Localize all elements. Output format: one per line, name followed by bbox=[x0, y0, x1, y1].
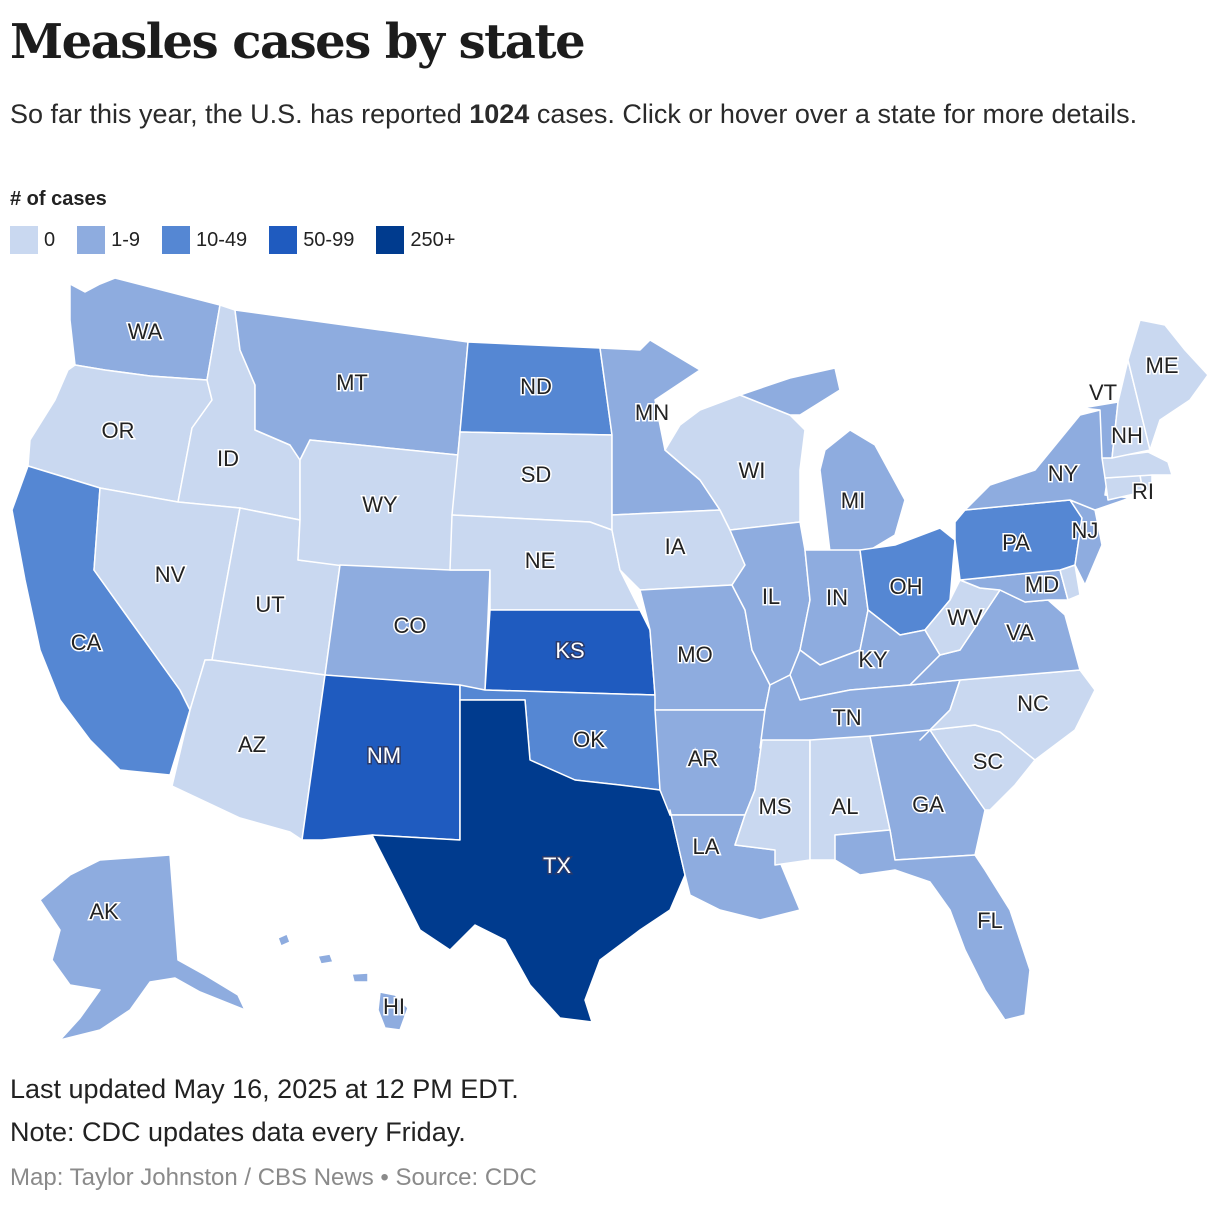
legend-item: 10-49 bbox=[162, 226, 247, 254]
state-label-ca: CA bbox=[71, 630, 102, 655]
state-label-nh: NH bbox=[1111, 423, 1143, 448]
state-hi[interactable] bbox=[277, 933, 409, 1031]
state-label-al: AL bbox=[832, 794, 859, 819]
state-label-pa: PA bbox=[1002, 530, 1030, 555]
legend-item: 50-99 bbox=[269, 226, 354, 254]
state-label-wa: WA bbox=[128, 319, 163, 344]
legend-item: 0 bbox=[10, 226, 55, 254]
legend-swatch bbox=[269, 226, 298, 254]
state-label-mi: MI bbox=[841, 488, 865, 513]
state-label-ne: NE bbox=[525, 548, 556, 573]
state-ma[interactable] bbox=[1101, 451, 1173, 479]
state-label-wi: WI bbox=[739, 458, 766, 483]
state-label-ia: IA bbox=[665, 534, 686, 559]
state-label-mn: MN bbox=[635, 400, 669, 425]
state-label-tn: TN bbox=[832, 705, 861, 730]
legend-label: 1-9 bbox=[111, 228, 141, 251]
legend-label: 0 bbox=[44, 228, 56, 251]
legend-item: 1-9 bbox=[77, 226, 140, 254]
state-label-ky: KY bbox=[858, 647, 888, 672]
state-me[interactable] bbox=[1127, 319, 1209, 451]
state-label-ga: GA bbox=[912, 792, 944, 817]
legend-swatch bbox=[162, 226, 191, 254]
state-tx[interactable] bbox=[371, 699, 686, 1023]
state-label-az: AZ bbox=[238, 732, 266, 757]
state-label-or: OR bbox=[102, 418, 135, 443]
state-label-sd: SD bbox=[521, 462, 552, 487]
state-label-mt: MT bbox=[336, 370, 368, 395]
state-shapes bbox=[11, 277, 1209, 1040]
page-title: Measles cases by state bbox=[10, 14, 586, 70]
state-nc[interactable] bbox=[919, 669, 1096, 761]
legend-label: 250+ bbox=[410, 228, 456, 251]
credit-line: Map: Taylor Johnston / CBS News • Source… bbox=[10, 1164, 537, 1191]
state-label-oh: OH bbox=[890, 574, 923, 599]
state-label-nd: ND bbox=[520, 374, 552, 399]
state-label-vt: VT bbox=[1089, 380, 1117, 405]
state-label-ks: KS bbox=[555, 638, 584, 663]
state-label-wy: WY bbox=[362, 492, 398, 517]
state-label-ut: UT bbox=[255, 592, 284, 617]
state-label-ar: AR bbox=[688, 746, 719, 771]
state-label-co: CO bbox=[394, 613, 427, 638]
legend-swatch bbox=[77, 226, 106, 254]
state-co[interactable] bbox=[324, 564, 491, 691]
state-label-mo: MO bbox=[677, 642, 712, 667]
us-map: WA OR CA ID NV UT AZ MT WY CO NM ND SD NE KS OK TX MN IA MO… bbox=[11, 277, 1209, 1040]
state-label-nc: NC bbox=[1017, 691, 1049, 716]
legend-swatch bbox=[10, 226, 38, 254]
legend-swatch bbox=[376, 226, 405, 254]
legend-title: # of cases bbox=[10, 188, 107, 210]
state-fl[interactable] bbox=[834, 829, 1031, 1021]
state-label-ok: OK bbox=[573, 727, 605, 752]
state-label-va: VA bbox=[1006, 620, 1034, 645]
legend-item: 250+ bbox=[376, 226, 455, 254]
state-label-ak: AK bbox=[89, 899, 119, 924]
state-mi[interactable] bbox=[739, 367, 906, 553]
state-label-hi: HI bbox=[383, 994, 405, 1019]
legend-label: 50-99 bbox=[303, 228, 355, 251]
legend-label: 10-49 bbox=[196, 228, 248, 251]
subtitle: So far this year, the U.S. has reported … bbox=[10, 97, 1215, 131]
state-label-md: MD bbox=[1025, 572, 1059, 597]
state-label-la: LA bbox=[693, 834, 720, 859]
state-labels: WA OR CA ID NV UT AZ MT WY CO NM ND SD NE KS OK TX MN IA MO… bbox=[69, 317, 1180, 1020]
state-label-wv: WV bbox=[947, 605, 983, 630]
state-label-me: ME bbox=[1146, 353, 1179, 378]
last-updated: Last updated May 16, 2025 at 12 PM EDT. bbox=[10, 1074, 519, 1104]
state-label-ny: NY bbox=[1048, 461, 1079, 486]
state-label-il: IL bbox=[762, 584, 780, 609]
state-label-sc: SC bbox=[973, 749, 1004, 774]
case-count: 1024 bbox=[469, 99, 530, 129]
state-label-fl: FL bbox=[977, 908, 1003, 933]
subtitle-tail: cases. Click or hover over a state for m… bbox=[529, 99, 1138, 129]
state-label-ms: MS bbox=[759, 794, 792, 819]
state-label-in: IN bbox=[826, 585, 848, 610]
state-vt[interactable] bbox=[1081, 401, 1119, 459]
state-ak[interactable] bbox=[39, 854, 246, 1040]
state-label-nm: NM bbox=[367, 743, 401, 768]
state-label-id: ID bbox=[217, 446, 239, 471]
state-label-ri: RI bbox=[1132, 479, 1154, 504]
state-label-nj: NJ bbox=[1072, 518, 1099, 543]
subtitle-lead: So far this year, the U.S. has reported bbox=[10, 99, 470, 129]
data-note: Note: CDC updates data every Friday. bbox=[10, 1117, 466, 1147]
state-label-tx: TX bbox=[543, 853, 571, 878]
state-label-nv: NV bbox=[155, 562, 186, 587]
legend: 0 1-9 10-49 50-99 250+ bbox=[10, 226, 477, 254]
